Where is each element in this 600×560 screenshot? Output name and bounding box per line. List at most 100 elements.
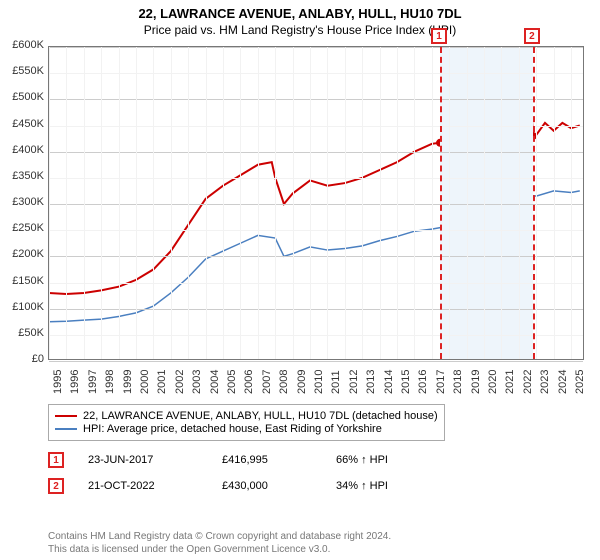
xtick-label: 1997 (87, 370, 99, 394)
footer-line-1: Contains HM Land Registry data © Crown c… (48, 530, 391, 543)
xtick-label: 2006 (243, 370, 255, 394)
xtick-label: 2017 (435, 370, 447, 394)
footer-line-2: This data is licensed under the Open Gov… (48, 543, 391, 556)
gridline-v (397, 47, 398, 359)
sale-marker-line (440, 47, 442, 359)
gridline-v (554, 47, 555, 359)
gridline-v (119, 47, 120, 359)
legend: 22, LAWRANCE AVENUE, ANLABY, HULL, HU10 … (48, 404, 445, 441)
xtick-label: 2011 (330, 370, 342, 394)
ytick-label: £500K (0, 91, 44, 103)
gridline-v (449, 47, 450, 359)
gridline-v (571, 47, 572, 359)
gridline-v (501, 47, 502, 359)
xtick-label: 2013 (365, 370, 377, 394)
xtick-label: 2001 (156, 370, 168, 394)
gridline-v (467, 47, 468, 359)
gridline-v (362, 47, 363, 359)
xtick-label: 2009 (296, 370, 308, 394)
gridline-v (84, 47, 85, 359)
legend-label: 22, LAWRANCE AVENUE, ANLABY, HULL, HU10 … (83, 410, 438, 422)
sale-row: 221-OCT-2022£430,00034% ↑ HPI (48, 478, 388, 494)
gridline-h (49, 47, 583, 48)
sale-delta: 66% ↑ HPI (336, 454, 388, 466)
legend-swatch (55, 428, 77, 430)
sale-date: 21-OCT-2022 (88, 480, 198, 492)
gridline-v (153, 47, 154, 359)
sale-marker-flag: 1 (431, 28, 447, 44)
plot-area (48, 46, 584, 360)
xtick-label: 2018 (452, 370, 464, 394)
gridline-h (49, 204, 583, 205)
sale-price: £430,000 (222, 480, 312, 492)
legend-swatch (55, 415, 77, 417)
gridline-h (49, 256, 583, 257)
gridline-v (293, 47, 294, 359)
gridline-v (414, 47, 415, 359)
gridline-v (188, 47, 189, 359)
sale-marker-line (533, 47, 535, 359)
xtick-label: 1996 (69, 370, 81, 394)
gridline-v (49, 47, 50, 359)
gridline-h (49, 178, 583, 179)
sale-row: 1 23-JUN-2017 £416,995 66% ↑ HPI (48, 452, 388, 468)
gridline-v (223, 47, 224, 359)
gridline-v (536, 47, 537, 359)
xtick-label: 2008 (278, 370, 290, 394)
gridline-v (240, 47, 241, 359)
gridline-h (49, 230, 583, 231)
legend-row: 22, LAWRANCE AVENUE, ANLABY, HULL, HU10 … (55, 410, 438, 422)
ytick-label: £300K (0, 196, 44, 208)
xtick-label: 2007 (261, 370, 273, 394)
ytick-label: £450K (0, 118, 44, 130)
legend-label: HPI: Average price, detached house, East… (83, 423, 382, 435)
xtick-label: 2021 (504, 370, 516, 394)
gridline-h (49, 361, 583, 362)
gridline-v (310, 47, 311, 359)
xtick-label: 2014 (383, 370, 395, 394)
xtick-label: 2005 (226, 370, 238, 394)
ytick-label: £250K (0, 222, 44, 234)
gridline-h (49, 126, 583, 127)
xtick-label: 2023 (539, 370, 551, 394)
gridline-v (519, 47, 520, 359)
sale-price: £416,995 (222, 454, 312, 466)
ytick-label: £200K (0, 248, 44, 260)
xtick-label: 2019 (470, 370, 482, 394)
chart-container: 22, LAWRANCE AVENUE, ANLABY, HULL, HU10 … (0, 0, 600, 560)
ytick-label: £150K (0, 275, 44, 287)
xtick-label: 2003 (191, 370, 203, 394)
sale-delta: 34% ↑ HPI (336, 480, 388, 492)
gridline-v (136, 47, 137, 359)
xtick-label: 2000 (139, 370, 151, 394)
gridline-v (345, 47, 346, 359)
ytick-label: £350K (0, 170, 44, 182)
gridline-h (49, 152, 583, 153)
xtick-label: 2015 (400, 370, 412, 394)
xtick-label: 2002 (174, 370, 186, 394)
gridline-v (258, 47, 259, 359)
sale-marker-flag: 2 (524, 28, 540, 44)
xtick-label: 2012 (348, 370, 360, 394)
gridline-v (206, 47, 207, 359)
xtick-label: 1995 (52, 370, 64, 394)
gridline-v (101, 47, 102, 359)
sale-date: 23-JUN-2017 (88, 454, 198, 466)
chart-title: 22, LAWRANCE AVENUE, ANLABY, HULL, HU10 … (0, 0, 600, 21)
gridline-h (49, 283, 583, 284)
gridline-h (49, 99, 583, 100)
legend-row: HPI: Average price, detached house, East… (55, 423, 438, 435)
gridline-v (484, 47, 485, 359)
gridline-h (49, 335, 583, 336)
xtick-label: 2016 (417, 370, 429, 394)
gridline-v (275, 47, 276, 359)
gridline-v (380, 47, 381, 359)
gridline-v (171, 47, 172, 359)
ytick-label: £550K (0, 65, 44, 77)
ytick-label: £0 (0, 353, 44, 365)
xtick-label: 2010 (313, 370, 325, 394)
sale-row-marker: 1 (48, 452, 64, 468)
chart-subtitle: Price paid vs. HM Land Registry's House … (0, 21, 600, 41)
gridline-h (49, 309, 583, 310)
xtick-label: 1998 (104, 370, 116, 394)
